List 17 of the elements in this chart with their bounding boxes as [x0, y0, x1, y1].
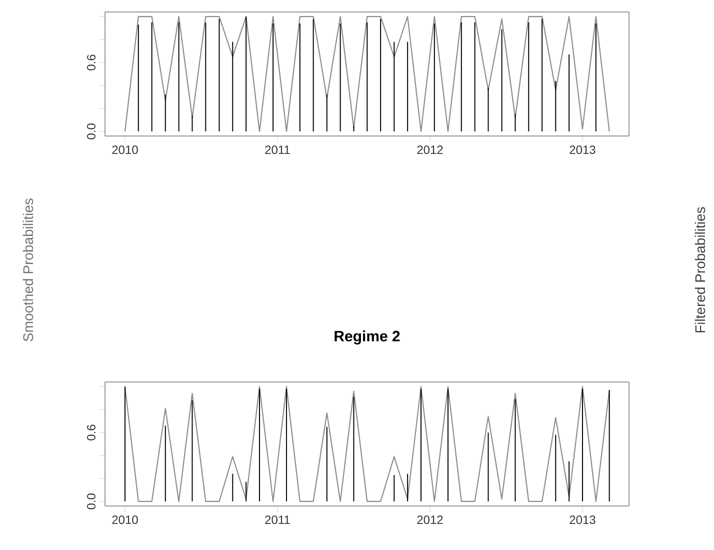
text: Smoothed Probabilities — [22, 198, 34, 342]
x-tick-label: 2011 — [265, 146, 290, 154]
line-series — [124, 16, 610, 132]
line-series — [124, 386, 610, 502]
y-tick-label: 0.0 — [86, 494, 96, 510]
y-tick-label: 0.6 — [86, 424, 96, 440]
x-tick-label: 2012 — [417, 516, 443, 524]
y-tick-label: 0.6 — [86, 54, 96, 70]
chart-title: Regime 2 — [334, 330, 400, 344]
x-tick-label: 2011 — [265, 516, 290, 524]
y-tick-label: 0.0 — [86, 124, 96, 140]
x-tick-label: 2012 — [417, 146, 443, 154]
x-tick-label: 2010 — [112, 146, 138, 154]
x-tick-label: 2013 — [570, 146, 596, 154]
x-tick-label: 2010 — [112, 516, 138, 524]
text: Filtered Probabilities — [694, 207, 706, 332]
x-tick-label: 2013 — [570, 516, 596, 524]
